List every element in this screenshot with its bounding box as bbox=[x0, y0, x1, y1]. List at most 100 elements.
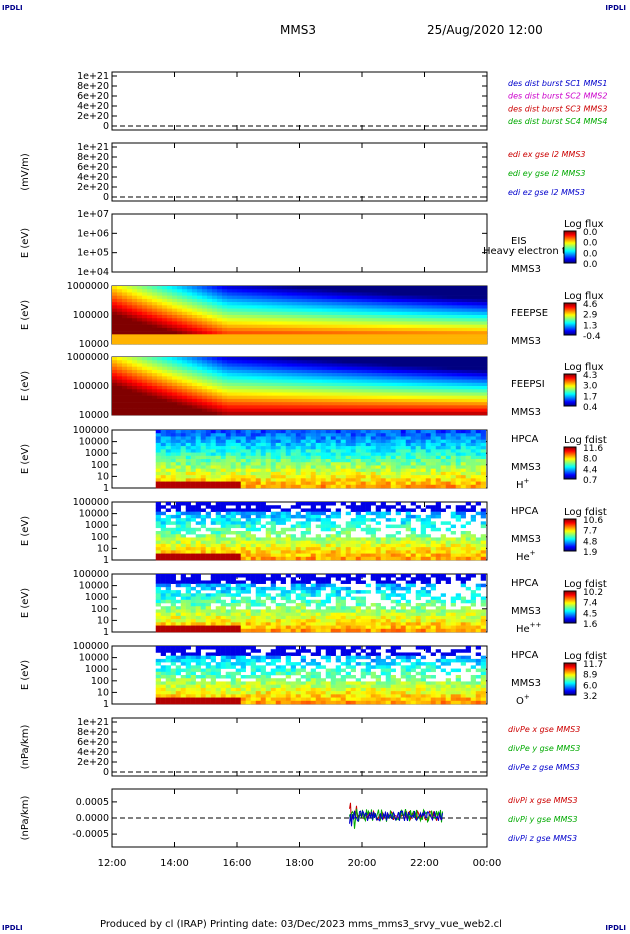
spectrogram-cell bbox=[320, 553, 326, 558]
spectrogram-cell bbox=[405, 527, 411, 532]
spectrogram-cell bbox=[132, 408, 138, 413]
spectrogram-cell bbox=[285, 465, 291, 469]
spectrogram-cell bbox=[347, 298, 353, 303]
spectrogram-cell bbox=[197, 360, 203, 364]
spectrogram-cell bbox=[142, 295, 148, 300]
spectrogram-cell bbox=[335, 452, 341, 457]
series-label: des dist burst SC1 MMS1 bbox=[508, 79, 607, 88]
spectrogram-cell bbox=[402, 363, 408, 367]
spectrogram-cell bbox=[277, 331, 283, 335]
spectrogram-cell bbox=[332, 408, 338, 413]
spectrogram-cell bbox=[307, 369, 313, 374]
spectrogram-cell bbox=[467, 302, 473, 306]
spectrogram-cell bbox=[442, 408, 448, 413]
spectrogram-cell bbox=[255, 455, 261, 460]
spectrogram-cell bbox=[312, 360, 318, 364]
spectrogram-cell bbox=[225, 481, 231, 486]
spectrogram-cell bbox=[177, 331, 183, 335]
spectrogram-cell bbox=[215, 452, 221, 457]
spectrogram-cell bbox=[467, 398, 473, 403]
spectrogram-cell bbox=[417, 408, 423, 413]
spectrogram-cell bbox=[372, 334, 378, 338]
spectrogram-cell bbox=[410, 527, 416, 532]
spectrogram-cell bbox=[307, 379, 313, 384]
spectrogram-cell bbox=[177, 382, 183, 387]
spectrogram-cell bbox=[337, 411, 343, 416]
spectrogram-cell bbox=[377, 395, 383, 400]
spectrogram-cell bbox=[305, 452, 311, 457]
spectrogram-cell bbox=[112, 360, 118, 364]
spectrogram-cell bbox=[482, 408, 488, 413]
spectrogram-cell bbox=[342, 286, 348, 290]
spectrogram-cell bbox=[172, 286, 178, 290]
spectrogram-cell bbox=[397, 337, 403, 342]
spectrogram-cell bbox=[442, 321, 448, 325]
spectrogram-cell bbox=[442, 369, 448, 374]
spectrogram-cell bbox=[287, 308, 293, 313]
spectrogram-cell bbox=[305, 543, 311, 548]
spectrogram-cell bbox=[412, 321, 418, 325]
spectrogram-cell bbox=[147, 305, 153, 309]
spectrogram-cell bbox=[212, 318, 218, 322]
spectrogram-cell bbox=[122, 308, 128, 313]
spectrogram-cell bbox=[415, 442, 421, 447]
spectrogram-cell bbox=[240, 459, 246, 463]
spectrogram-cell bbox=[167, 334, 173, 338]
spectrogram-cell bbox=[407, 376, 413, 380]
spectrogram-cell bbox=[152, 321, 158, 325]
spectrogram-cell bbox=[327, 308, 333, 313]
spectrogram-cell bbox=[410, 439, 416, 444]
spectrogram-cell bbox=[267, 305, 273, 309]
spectrogram-cell bbox=[217, 386, 223, 390]
spectrogram-cell bbox=[475, 449, 481, 453]
spectrogram-cell bbox=[422, 395, 428, 400]
spectrogram-cell bbox=[370, 455, 376, 460]
spectrogram-cell bbox=[257, 411, 263, 416]
spectrogram-cell bbox=[195, 449, 201, 453]
spectrogram-cell bbox=[275, 537, 281, 541]
corner-mark-top-right: IPDLI bbox=[605, 4, 626, 12]
spectrogram-cell bbox=[252, 402, 258, 406]
spectrogram-cell bbox=[462, 411, 468, 416]
spectrogram-cell bbox=[157, 366, 163, 371]
spectrogram-cell bbox=[285, 534, 291, 538]
spectrogram-cell bbox=[480, 462, 486, 466]
spectrogram-cell bbox=[147, 366, 153, 371]
spectrogram-cell bbox=[390, 462, 396, 466]
spectrogram-cell bbox=[217, 295, 223, 300]
spectrogram-cell bbox=[112, 386, 118, 390]
y-tick-label: 100000 bbox=[73, 381, 109, 392]
spectrogram-cell bbox=[337, 366, 343, 371]
spectrogram-cell bbox=[417, 369, 423, 374]
spectrogram-cell bbox=[270, 436, 276, 440]
spectrogram-cell bbox=[207, 405, 213, 409]
spectrogram-cell bbox=[225, 521, 231, 525]
spectrogram-cell bbox=[427, 302, 433, 306]
spectrogram-cell bbox=[402, 321, 408, 325]
spectrogram-cell bbox=[400, 439, 406, 444]
spectrogram-cell bbox=[255, 436, 261, 440]
spectrogram-cell bbox=[335, 511, 341, 516]
spectrogram-cell bbox=[187, 376, 193, 380]
spectrogram-cell bbox=[247, 366, 253, 371]
spectrogram-cell bbox=[465, 439, 471, 444]
spectrogram-cell bbox=[350, 543, 356, 548]
spectrogram-cell bbox=[225, 502, 231, 506]
spectrogram-cell bbox=[462, 340, 468, 345]
spectrogram-cell bbox=[322, 373, 328, 377]
spectrogram-cell bbox=[190, 442, 196, 447]
spectrogram-cell bbox=[227, 321, 233, 325]
spectrogram-cell bbox=[370, 459, 376, 463]
spectrogram-cell bbox=[450, 439, 456, 444]
spectrogram-cell bbox=[167, 389, 173, 393]
spectrogram-cell bbox=[327, 327, 333, 332]
spectrogram-cell bbox=[310, 439, 316, 444]
spectrogram-cell bbox=[460, 481, 466, 486]
spectrogram-cell bbox=[147, 295, 153, 300]
spectrogram-cell bbox=[377, 363, 383, 367]
spectrogram-cell bbox=[137, 395, 143, 400]
spectrogram-cell bbox=[315, 484, 321, 489]
spectrogram-cell bbox=[272, 386, 278, 390]
spectrogram-cell bbox=[267, 308, 273, 313]
spectrogram-cell bbox=[210, 471, 216, 476]
